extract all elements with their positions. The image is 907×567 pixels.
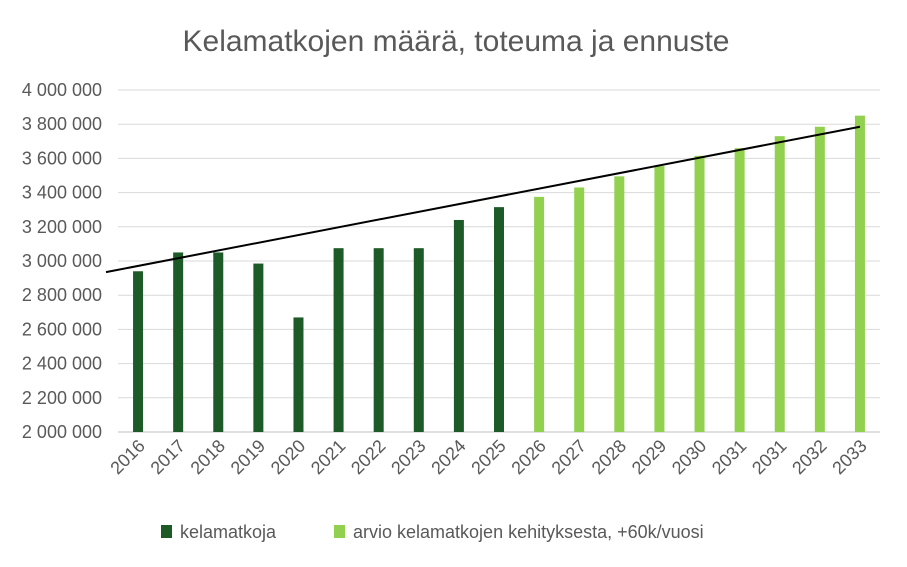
legend-label-forecast: arvio kelamatkojen kehityksesta, +60k/vu… [353, 522, 704, 542]
legend: kelamatkoja arvio kelamatkojen kehitykse… [161, 522, 704, 542]
x-tick-label: 2025 [467, 436, 509, 478]
y-tick-label: 3 400 000 [22, 183, 102, 203]
bar-forecast [694, 155, 705, 432]
x-tick-label: 2023 [387, 436, 429, 478]
x-tick-label: 2018 [187, 436, 229, 478]
bar-kelamatkoja [333, 248, 344, 432]
bar-forecast [654, 166, 665, 432]
bar-forecast [854, 115, 865, 433]
x-tick-label: 2028 [588, 436, 630, 478]
bar-forecast [774, 136, 785, 433]
x-tick-label: 2033 [828, 436, 870, 478]
trendline-group [105, 125, 861, 274]
y-tick-label: 3 800 000 [22, 114, 102, 134]
legend-swatch-forecast [334, 525, 345, 538]
x-tick-label: 2019 [227, 436, 269, 478]
y-tick-label: 2 400 000 [22, 354, 102, 374]
legend-swatch-kelamatkoja [161, 525, 172, 538]
x-tick-label: 2027 [548, 436, 590, 478]
x-tick-label: 2032 [788, 436, 830, 478]
bar-forecast [574, 187, 585, 432]
bar-kelamatkoja [293, 317, 304, 432]
y-tick-label: 3 600 000 [22, 148, 102, 168]
bars [133, 115, 865, 433]
bar-kelamatkoja [453, 219, 464, 432]
bar-forecast [614, 176, 625, 432]
bar-forecast [734, 148, 745, 432]
bar-kelamatkoja [413, 248, 424, 432]
bar-kelamatkoja [213, 252, 224, 432]
bar-kelamatkoja [173, 252, 184, 432]
x-axis-ticks: 2016201720182019202020212022202320242025… [106, 436, 870, 478]
x-tick-label: 2024 [427, 436, 469, 478]
x-tick-label: 2031 [708, 436, 750, 478]
bar-kelamatkoja [133, 271, 144, 432]
x-tick-label: 2031 [748, 436, 790, 478]
x-tick-label: 2022 [347, 436, 389, 478]
y-tick-label: 2 800 000 [22, 285, 102, 305]
bar-forecast [534, 196, 545, 432]
x-tick-label: 2026 [507, 436, 549, 478]
y-tick-label: 4 000 000 [22, 80, 102, 100]
x-tick-label: 2020 [267, 436, 309, 478]
x-tick-label: 2029 [628, 436, 670, 478]
y-tick-label: 3 000 000 [22, 251, 102, 271]
x-tick-label: 2030 [668, 436, 710, 478]
x-tick-label: 2021 [307, 436, 349, 478]
bar-kelamatkoja [373, 248, 384, 432]
y-tick-label: 2 200 000 [22, 388, 102, 408]
y-tick-label: 2 000 000 [22, 422, 102, 442]
x-tick-label: 2017 [147, 436, 189, 478]
bar-kelamatkoja [494, 207, 504, 432]
x-tick-label: 2016 [106, 436, 148, 478]
y-axis-ticks: 2 000 000 2 200 000 2 400 000 2 600 000 2 80… [22, 80, 102, 442]
y-tick-label: 2 600 000 [22, 319, 102, 339]
y-tick-label: 3 200 000 [22, 217, 102, 237]
bar-forecast [814, 126, 825, 432]
trendline [105, 125, 861, 274]
bar-kelamatkoja [253, 263, 264, 432]
chart-title: Kelamatkojen määrä, toteuma ja ennuste [183, 25, 730, 58]
legend-label-kelamatkoja: kelamatkoja [180, 522, 277, 542]
